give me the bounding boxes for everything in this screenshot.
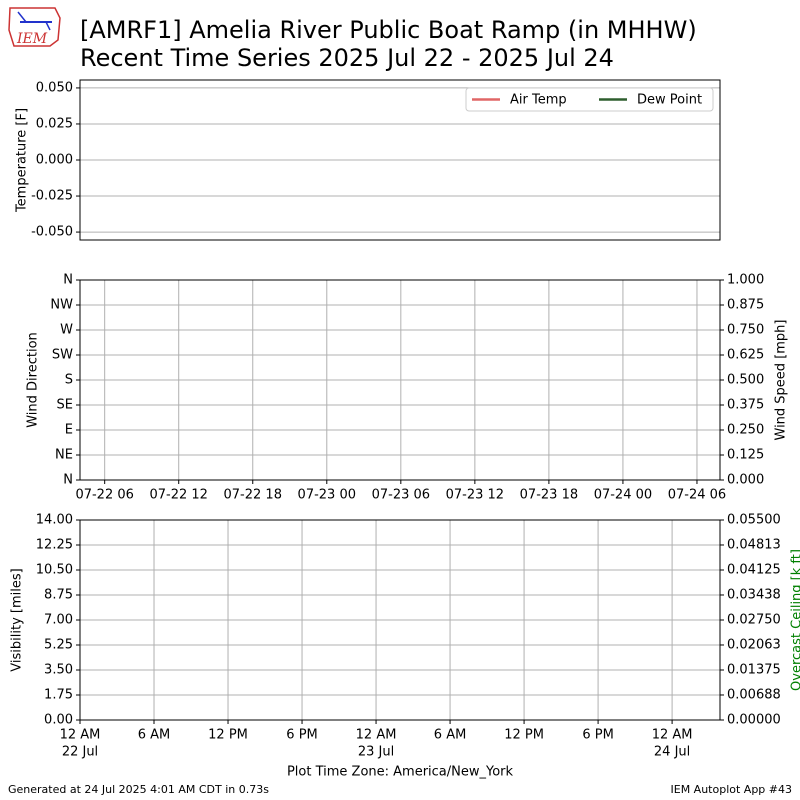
y-axis-label: Wind Direction [26,332,41,428]
y-tick-label: 0.00 [44,713,73,728]
y-axis-label: Temperature [F] [15,108,30,213]
plot-frame [79,279,721,481]
y2-tick-label: 0.00688 [727,687,781,702]
x-tick-label: 6 PM [582,728,613,743]
x-tick-label: 12 AM [652,728,693,743]
x-tick-label: 12 AM [60,728,101,743]
y2-tick-label: 0.05500 [727,513,781,528]
y-tick-label: SW [52,348,73,363]
logo: IEM [8,7,61,47]
y-tick-label: 8.75 [44,588,73,603]
title-line: Recent Time Series 2025 Jul 22 - 2025 Ju… [80,44,614,72]
x-tick-label: 12 AM [356,728,397,743]
y-tick-label: -0.050 [31,225,73,240]
y2-tick-label: 0.02063 [727,637,781,652]
y2-tick-label: 0.03438 [727,587,781,602]
x-tick-label: 6 AM [434,728,467,743]
x-tick-label: 6 AM [138,728,171,743]
y-tick-label: SE [57,398,73,413]
y-tick-label: 0.000 [36,153,73,168]
plot-frame [79,519,721,721]
y-tick-label: 5.25 [44,638,73,653]
y2-tick-label: 0.750 [727,323,764,338]
x-tick-label: 07-22 06 [75,488,133,503]
x-tick-label: 07-23 12 [446,488,504,503]
y-tick-label: N [63,273,73,288]
y-tick-label: NW [50,298,73,313]
y2-tick-label: 0.00000 [727,713,781,728]
y-tick-label: 10.50 [36,563,73,578]
legend-box [465,87,714,112]
x-tick-label: 12 PM [504,728,544,743]
y-tick-label: 12.25 [36,538,73,553]
legend-label: Air Temp [510,93,567,108]
x-tick-label: 07-23 06 [372,488,430,503]
y2-tick-label: 0.04125 [727,563,781,578]
x-tick-label: 6 PM [286,728,317,743]
y-tick-label: S [65,373,73,388]
y-tick-label: 14.00 [36,513,73,528]
x-tick-label: 23 Jul [358,745,394,760]
y-tick-label: 0.050 [36,80,73,95]
y-tick-label: N [63,473,73,488]
y-tick-label: -0.025 [31,189,73,204]
y-tick-label: 7.00 [44,613,73,628]
plot-frame [79,79,721,241]
y-tick-label: 3.50 [44,663,73,678]
title-line: [AMRF1] Amelia River Public Boat Ramp (i… [80,16,697,44]
x-tick-label: 07-22 18 [224,488,282,503]
y2-tick-label: 0.875 [727,298,764,313]
y-tick-label: 1.75 [44,688,73,703]
x-tick-label: 07-24 00 [594,488,652,503]
y2-axis-label: Overcast Ceiling [k ft] [790,549,800,691]
y2-tick-label: 0.375 [727,398,764,413]
footer-left: Generated at 24 Jul 2025 4:01 AM CDT in … [8,783,269,796]
x-axis-label: Plot Time Zone: America/New_York [287,765,514,780]
logo-text: IEM [16,31,48,47]
x-tick-label: 22 Jul [62,745,98,760]
y-tick-label: 0.025 [36,116,73,131]
y2-tick-label: 0.250 [727,423,764,438]
y2-tick-label: 0.625 [727,348,764,363]
x-tick-label: 24 Jul [654,745,690,760]
x-tick-label: 07-22 12 [149,488,207,503]
y2-tick-label: 0.125 [727,448,764,463]
x-tick-label: 07-24 06 [668,488,726,503]
y-tick-label: E [65,423,73,438]
y-tick-label: NE [55,448,73,463]
y2-tick-label: 0.000 [727,473,764,488]
y2-tick-label: 0.02750 [727,613,781,628]
y2-tick-label: 0.04813 [727,537,781,552]
x-tick-label: 12 PM [208,728,248,743]
y2-tick-label: 1.000 [727,273,764,288]
footer-right: IEM Autoplot App #43 [671,783,793,796]
y2-tick-label: 0.01375 [727,663,781,678]
y-axis-label: Visibility [miles] [10,568,25,671]
legend-label: Dew Point [637,93,702,108]
y2-axis-label: Wind Speed [mph] [774,320,789,441]
y2-tick-label: 0.500 [727,373,764,388]
x-tick-label: 07-23 00 [298,488,356,503]
y-tick-label: W [60,323,73,338]
x-tick-label: 07-23 18 [520,488,578,503]
